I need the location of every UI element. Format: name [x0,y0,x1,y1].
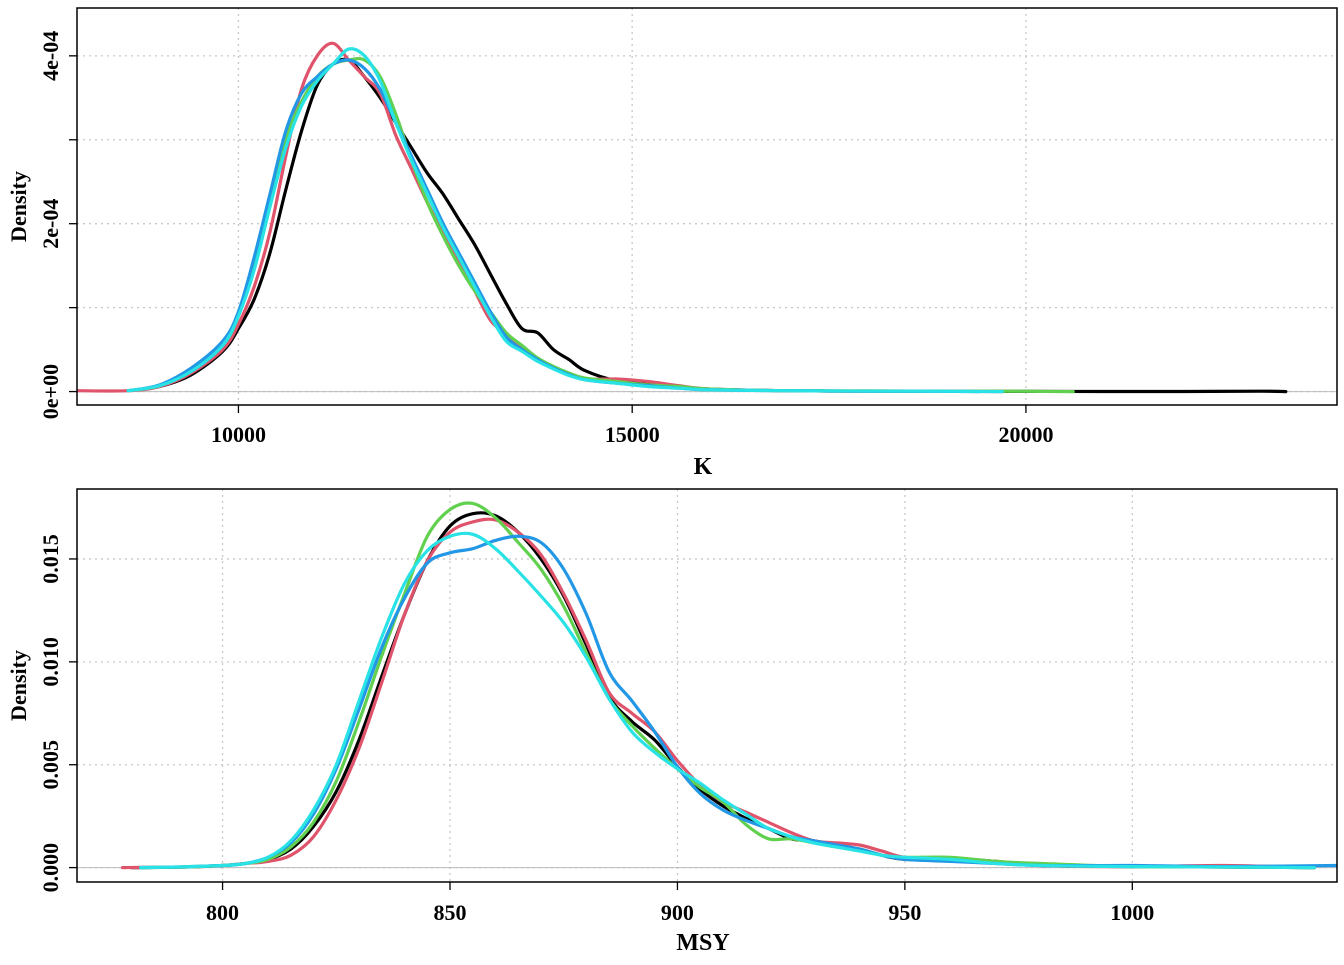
density-curve-series-5 [126,47,1004,394]
density-curves [120,501,1337,870]
x-tick-label: 20000 [998,422,1053,447]
x-tick-label: 850 [433,900,466,925]
y-tick-label: 0.000 [38,843,63,893]
density-curves [77,41,1288,394]
density-curve-series-4 [139,534,1337,870]
y-tick-label: 0e+00 [38,364,63,419]
plot-frame [76,488,1338,883]
y-tick-label: 0.015 [38,534,63,584]
grid [77,489,1337,882]
x-tick-label: 800 [206,900,239,925]
y-axis-label: Density [6,171,31,242]
panel-k: 10000 15000 20000 0e+00 2e-04 4e-04 K Density [6,7,1338,480]
panel-msy: 800 850 900 950 1000 0.000 0.005 0.010 0.015 MSY D… [6,488,1338,956]
y-tick-label: 0.010 [38,637,63,687]
plot-frame [76,7,1338,406]
x-tick-label: 15000 [605,422,660,447]
x-tick-label: 10000 [211,422,266,447]
density-curve-series-4 [126,58,981,394]
density-curve-series-2 [77,41,1004,394]
x-tick-label: 1000 [1110,900,1154,925]
y-tick-label: 0.005 [38,740,63,790]
x-tick-label: 900 [661,900,694,925]
y-axis-label: Density [6,650,31,721]
y-tick-label: 4e-04 [38,31,63,81]
y-tick-label: 2e-04 [38,199,63,249]
x-axis-label: MSY [676,930,729,956]
density-curve-series-5 [139,531,1316,870]
x-axis-label: K [694,454,713,480]
density-curve-series-2 [120,517,1316,870]
x-tick-label: 950 [888,900,921,925]
